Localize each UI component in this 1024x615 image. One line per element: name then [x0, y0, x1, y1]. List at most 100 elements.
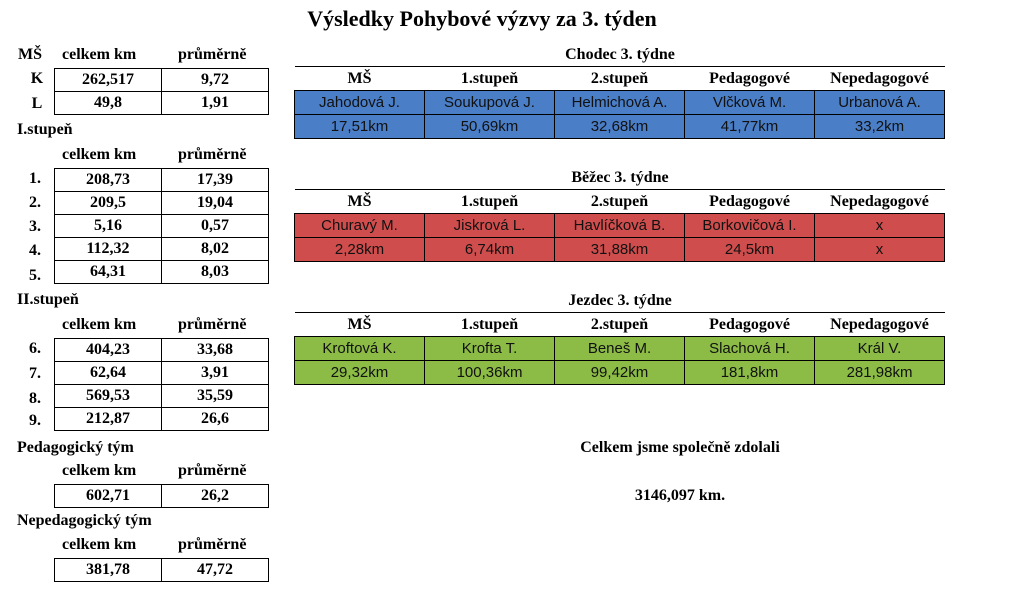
total-cell: 262,517	[54, 68, 162, 92]
total-cell: 602,71	[54, 484, 162, 508]
total-cell: 64,31	[54, 260, 162, 284]
column-header: 2.stupeň	[554, 66, 685, 91]
stupen1-table: 208,73 17,39 209,5 19,04 5,16 0,57 112,32 8,…	[54, 168, 269, 284]
avg-cell: 17,39	[161, 168, 269, 192]
table-row: Kroftová K. Krofta T. Beneš M. Slachová …	[294, 336, 945, 361]
ped-col-avg-header: průměrně	[178, 462, 247, 479]
km-cell: 17,51km	[294, 114, 425, 139]
column-header: Nepedagogové	[814, 66, 945, 91]
km-cell: 181,8km	[684, 360, 815, 385]
km-cell: 2,28km	[294, 237, 425, 262]
km-cell: 32,68km	[554, 114, 685, 139]
table-row: 404,23 33,68	[54, 338, 269, 362]
table-row: 62,64 3,91	[54, 361, 269, 385]
column-header: 2.stupeň	[554, 312, 685, 337]
bezec-title: Běžec 3. týdne	[571, 169, 669, 186]
grade-label: 9.	[29, 412, 41, 429]
stupen2-label: II.stupeň	[17, 291, 79, 308]
table-row: 212,87 26,6	[54, 407, 269, 431]
avg-cell: 0,57	[161, 214, 269, 238]
grade-label: 7.	[29, 365, 41, 382]
name-cell: Helmichová A.	[554, 90, 685, 115]
ped-team-label: Pedagogický tým	[17, 439, 134, 456]
total-cell: 49,8	[54, 91, 162, 115]
km-cell: 41,77km	[684, 114, 815, 139]
total-cell: 569,53	[54, 384, 162, 408]
column-header: 2.stupeň	[554, 189, 685, 214]
neped-team-label: Nepedagogický tým	[17, 512, 152, 529]
ped-table: 602,71 26,2	[54, 484, 269, 508]
name-cell: Vlčková M.	[684, 90, 815, 115]
total-cell: 209,5	[54, 191, 162, 215]
total-cell: 112,32	[54, 237, 162, 261]
ms-row-label: L	[31, 95, 43, 112]
ms-col-avg-header: průměrně	[178, 46, 247, 63]
column-header: Pedagogové	[684, 312, 815, 337]
grade-label: 4.	[29, 242, 41, 259]
km-cell: 29,32km	[294, 360, 425, 385]
table-row: 208,73 17,39	[54, 168, 269, 192]
total-cell: 381,78	[54, 558, 162, 582]
km-cell: 33,2km	[814, 114, 945, 139]
name-cell: Borkovičová I.	[684, 213, 815, 238]
table-row: 5,16 0,57	[54, 214, 269, 238]
neped-table: 381,78 47,72	[54, 558, 269, 582]
name-cell: Slachová H.	[684, 336, 815, 361]
name-cell: Jiskrová L.	[424, 213, 555, 238]
bezec-table: MŠ 1.stupeň 2.stupeň Pedagogové Nepedago…	[294, 189, 945, 262]
table-row: Jahodová J. Soukupová J. Helmichová A. V…	[294, 90, 945, 115]
name-cell: Král V.	[814, 336, 945, 361]
column-header: 1.stupeň	[424, 189, 555, 214]
name-cell: Churavý M.	[294, 213, 425, 238]
name-cell: Urbanová A.	[814, 90, 945, 115]
chodec-title: Chodec 3. týdne	[565, 46, 675, 63]
name-cell: x	[814, 213, 945, 238]
name-cell: Havlíčková B.	[554, 213, 685, 238]
page-title: Výsledky Pohybové výzvy za 3. týden	[307, 6, 657, 31]
column-header: 1.stupeň	[424, 312, 555, 337]
stupen2-table: 404,23 33,68 62,64 3,91 569,53 35,59 212,87…	[54, 338, 269, 431]
table-row: 112,32 8,02	[54, 237, 269, 261]
avg-cell: 19,04	[161, 191, 269, 215]
avg-cell: 26,2	[161, 484, 269, 508]
km-cell: 100,36km	[424, 360, 555, 385]
stupen2-col-avg-header: průměrně	[178, 316, 247, 333]
total-cell: 208,73	[54, 168, 162, 192]
km-cell: 6,74km	[424, 237, 555, 262]
ped-col-total-header: celkem km	[62, 462, 137, 479]
stupen1-col-avg-header: průměrně	[178, 146, 247, 163]
ms-label: MŠ	[18, 46, 42, 63]
name-cell: Beneš M.	[554, 336, 685, 361]
name-cell: Jahodová J.	[294, 90, 425, 115]
grade-label: 3.	[29, 218, 41, 235]
table-header-row: MŠ 1.stupeň 2.stupeň Pedagogové Nepedago…	[294, 66, 945, 91]
avg-cell: 47,72	[161, 558, 269, 582]
table-row: 49,8 1,91	[54, 91, 269, 115]
grade-label: 2.	[29, 194, 41, 211]
table-row: 262,517 9,72	[54, 68, 269, 92]
jezdec-title: Jezdec 3. týdne	[568, 292, 672, 309]
total-cell: 212,87	[54, 407, 162, 431]
neped-col-total-header: celkem km	[62, 536, 137, 553]
column-header: Nepedagogové	[814, 189, 945, 214]
stupen1-col-total-header: celkem km	[62, 146, 137, 163]
table-row: Churavý M. Jiskrová L. Havlíčková B. Bor…	[294, 213, 945, 238]
avg-cell: 26,6	[161, 407, 269, 431]
table-row: 29,32km 100,36km 99,42km 181,8km 281,98k…	[294, 360, 945, 385]
avg-cell: 9,72	[161, 68, 269, 92]
grade-label: 6.	[29, 340, 41, 357]
name-cell: Kroftová K.	[294, 336, 425, 361]
jezdec-table: MŠ 1.stupeň 2.stupeň Pedagogové Nepedago…	[294, 312, 945, 385]
summary-total: 3146,097 km.	[634, 487, 726, 504]
ms-row-label: K	[30, 70, 44, 87]
name-cell: Krofta T.	[424, 336, 555, 361]
total-cell: 404,23	[54, 338, 162, 362]
neped-col-avg-header: průměrně	[178, 536, 247, 553]
avg-cell: 33,68	[161, 338, 269, 362]
km-cell: 31,88km	[554, 237, 685, 262]
avg-cell: 1,91	[161, 91, 269, 115]
ms-table: 262,517 9,72 49,8 1,91	[54, 68, 269, 115]
stupen1-label: I.stupeň	[17, 121, 73, 138]
table-row: 602,71 26,2	[54, 484, 269, 508]
table-row: 569,53 35,59	[54, 384, 269, 408]
